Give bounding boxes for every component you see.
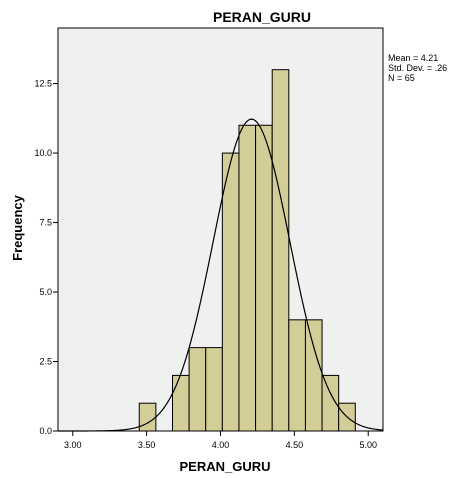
x-tick-label: 4.00 — [212, 440, 230, 450]
y-tick-label: 7.5 — [39, 218, 52, 228]
chart-title: PERAN_GURU — [213, 9, 311, 25]
histogram-bar-6 — [238, 124, 257, 432]
x-axis-label: PERAN_GURU — [179, 459, 270, 474]
y-axis-label: Frequency — [10, 194, 25, 261]
y-tick-label: 5.0 — [39, 287, 52, 297]
histogram-bar-9 — [288, 319, 306, 432]
x-tick-label: 4.50 — [286, 440, 304, 450]
y-tick-label: 12.5 — [34, 79, 52, 89]
x-tick-label: 3.00 — [64, 440, 82, 450]
normal-curve — [58, 118, 384, 432]
y-tick-label: 0.0 — [39, 426, 52, 436]
y-tick-label: 2.5 — [39, 357, 52, 367]
y-tick-label: 10.0 — [34, 148, 52, 158]
histogram-bar-10 — [304, 319, 323, 432]
histogram-bars — [138, 69, 356, 432]
x-axis-ticks: 3.00 3.50 4.00 4.50 5.00 — [64, 431, 377, 450]
stats-n: N = 65 — [388, 73, 415, 83]
histogram-bar-0 — [138, 402, 157, 432]
histogram-bar-7 — [255, 124, 273, 432]
stats-mean: Mean = 4.21 — [388, 53, 438, 63]
y-axis-ticks: 0.0 2.5 5.0 7.5 10.0 12.5 — [34, 79, 58, 436]
histogram-bar-2 — [171, 374, 190, 432]
histogram-bar-4 — [205, 347, 223, 432]
histogram-bar-3 — [188, 347, 207, 432]
stats-std-dev: Std. Dev. = .26 — [388, 63, 447, 73]
x-tick-label: 5.00 — [359, 440, 377, 450]
x-tick-label: 3.50 — [138, 440, 156, 450]
histogram-bar-8 — [271, 69, 290, 432]
histogram-bar-5 — [221, 152, 240, 432]
